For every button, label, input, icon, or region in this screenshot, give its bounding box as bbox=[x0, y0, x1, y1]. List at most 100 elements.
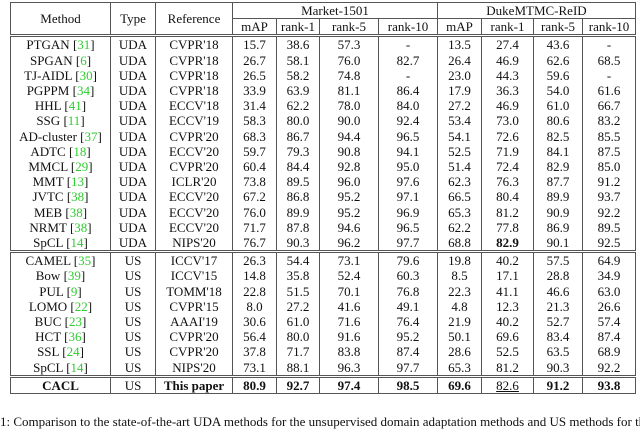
citation-link[interactable]: 34 bbox=[76, 83, 90, 99]
method-cell: CACL bbox=[10, 374, 111, 395]
value-cell: 66.5 bbox=[437, 189, 482, 205]
value: 61.0 bbox=[286, 314, 310, 330]
value: 94.6 bbox=[337, 219, 361, 235]
value-cell: 83.4 bbox=[533, 329, 583, 345]
value-cell: 40.2 bbox=[481, 314, 534, 330]
method-cell: ADTC [18] bbox=[10, 143, 111, 160]
value-cell: 76.0 bbox=[319, 52, 379, 68]
citation-link[interactable]: 31 bbox=[77, 37, 91, 53]
value-cell: 58.3 bbox=[232, 113, 277, 129]
value-cell: 85.5 bbox=[582, 128, 636, 144]
value: 62.2 bbox=[286, 98, 310, 114]
method-cell: PUL [9] bbox=[10, 283, 111, 299]
value: 81.1 bbox=[337, 83, 361, 99]
citation-link[interactable]: 6 bbox=[80, 52, 87, 68]
value-cell: 93.8 bbox=[582, 374, 636, 395]
citation-link[interactable]: 39 bbox=[67, 268, 81, 284]
value: 27.2 bbox=[286, 298, 310, 314]
value: 33.9 bbox=[243, 83, 266, 99]
citation-link[interactable]: 38 bbox=[69, 204, 83, 220]
value: 17.1 bbox=[496, 268, 519, 284]
citation-link[interactable]: 9 bbox=[70, 283, 78, 299]
table-row: HCT [36] US CVPR'20 56.4 80.0 91.6 95.2 50.1 69.… bbox=[10, 329, 636, 345]
reference-cell: CVPR'20 bbox=[155, 344, 233, 360]
value-cell: 52.5 bbox=[481, 344, 534, 360]
value: 86.7 bbox=[286, 128, 310, 144]
value: 68.3 bbox=[243, 128, 266, 144]
value-cell: 85.0 bbox=[582, 159, 636, 175]
citation-link[interactable]: 38 bbox=[74, 219, 88, 235]
value-cell: 97.7 bbox=[378, 235, 438, 252]
citation-link[interactable]: 41 bbox=[68, 98, 82, 114]
value-cell: 28.8 bbox=[533, 268, 583, 284]
method-cell: SPGAN [6] bbox=[10, 52, 111, 68]
method-name: Bow bbox=[35, 268, 61, 284]
method-cell: SSL [24] bbox=[10, 344, 111, 360]
value-cell: 95.2 bbox=[319, 189, 379, 205]
citation-link[interactable]: 36 bbox=[68, 329, 82, 345]
value-cell: 97.4 bbox=[319, 374, 379, 395]
value: 86.8 bbox=[286, 189, 310, 205]
citation-link[interactable]: 14 bbox=[70, 235, 84, 251]
citation-link[interactable]: 23 bbox=[68, 314, 82, 330]
citation-link[interactable]: 37 bbox=[84, 128, 98, 144]
header-metric: rank-10 bbox=[378, 18, 438, 36]
reference-cell: CVPR'20 bbox=[155, 159, 233, 175]
value: 15.7 bbox=[243, 37, 266, 53]
citation-link[interactable]: 18 bbox=[73, 143, 87, 159]
type-cell: UDA bbox=[110, 219, 156, 236]
reference-cell: AAAI'19 bbox=[155, 314, 233, 330]
table-row: MMCL [29] UDA CVPR'20 60.4 84.4 92.8 95.0 51.4 7… bbox=[10, 159, 636, 175]
value-cell: 95.2 bbox=[319, 204, 379, 220]
citation-link[interactable]: 29 bbox=[75, 159, 89, 175]
citation-link[interactable]: 30 bbox=[79, 67, 93, 83]
citation-link[interactable]: 13 bbox=[71, 174, 85, 190]
value-cell: 21.9 bbox=[437, 314, 482, 330]
value-cell: 15.7 bbox=[232, 34, 277, 53]
citation-link[interactable]: 11 bbox=[67, 113, 81, 129]
citation-link[interactable]: 24 bbox=[66, 344, 80, 360]
value: 46.6 bbox=[546, 283, 570, 299]
value: 73.1 bbox=[337, 253, 361, 269]
value: 77.8 bbox=[496, 219, 519, 235]
value-cell: 80.4 bbox=[481, 189, 534, 205]
value-cell: 28.6 bbox=[437, 344, 482, 360]
method-name: MMT bbox=[32, 174, 64, 190]
citation-link[interactable]: 35 bbox=[78, 253, 92, 269]
method-name: TJ-AIDL bbox=[24, 67, 72, 83]
value: 87.4 bbox=[597, 329, 621, 345]
method-cell: MEB [38] bbox=[10, 204, 111, 220]
value: 92.5 bbox=[597, 235, 621, 251]
value: 59.6 bbox=[546, 67, 570, 83]
value: 80.9 bbox=[243, 377, 266, 393]
value-cell: 26.6 bbox=[582, 298, 636, 315]
method-cell: SpCL [14] bbox=[10, 235, 111, 252]
header-metric: rank-10 bbox=[582, 18, 636, 36]
value: 90.8 bbox=[337, 143, 361, 159]
value-cell: 69.6 bbox=[437, 374, 482, 395]
type-cell: UDA bbox=[110, 159, 156, 175]
citation-link[interactable]: 38 bbox=[71, 189, 85, 205]
value: 78.0 bbox=[337, 98, 361, 114]
value: 35.8 bbox=[286, 268, 310, 284]
header-method: Method bbox=[10, 1, 111, 36]
value-cell: 76.8 bbox=[378, 283, 438, 299]
value-cell: 84.1 bbox=[533, 143, 583, 160]
value-cell: 58.1 bbox=[276, 52, 320, 68]
value: 62.2 bbox=[448, 219, 471, 235]
method-cell: MMT [13] bbox=[10, 174, 111, 190]
citation-link[interactable]: 22 bbox=[74, 298, 88, 314]
type-cell: UDA bbox=[110, 174, 156, 190]
value: - bbox=[606, 67, 612, 83]
method-name: PGPPM bbox=[26, 83, 70, 99]
value: 90.1 bbox=[546, 235, 570, 251]
value: 40.2 bbox=[496, 314, 519, 330]
value: 53.4 bbox=[448, 113, 471, 129]
value: 90.9 bbox=[546, 204, 570, 220]
citation-link[interactable]: 14 bbox=[70, 359, 84, 375]
value-cell: 96.0 bbox=[319, 174, 379, 190]
value-cell: 71.7 bbox=[276, 344, 320, 360]
value-cell: 90.3 bbox=[276, 235, 320, 252]
method-name: BUC bbox=[34, 314, 62, 330]
header-metric: mAP bbox=[437, 18, 482, 36]
